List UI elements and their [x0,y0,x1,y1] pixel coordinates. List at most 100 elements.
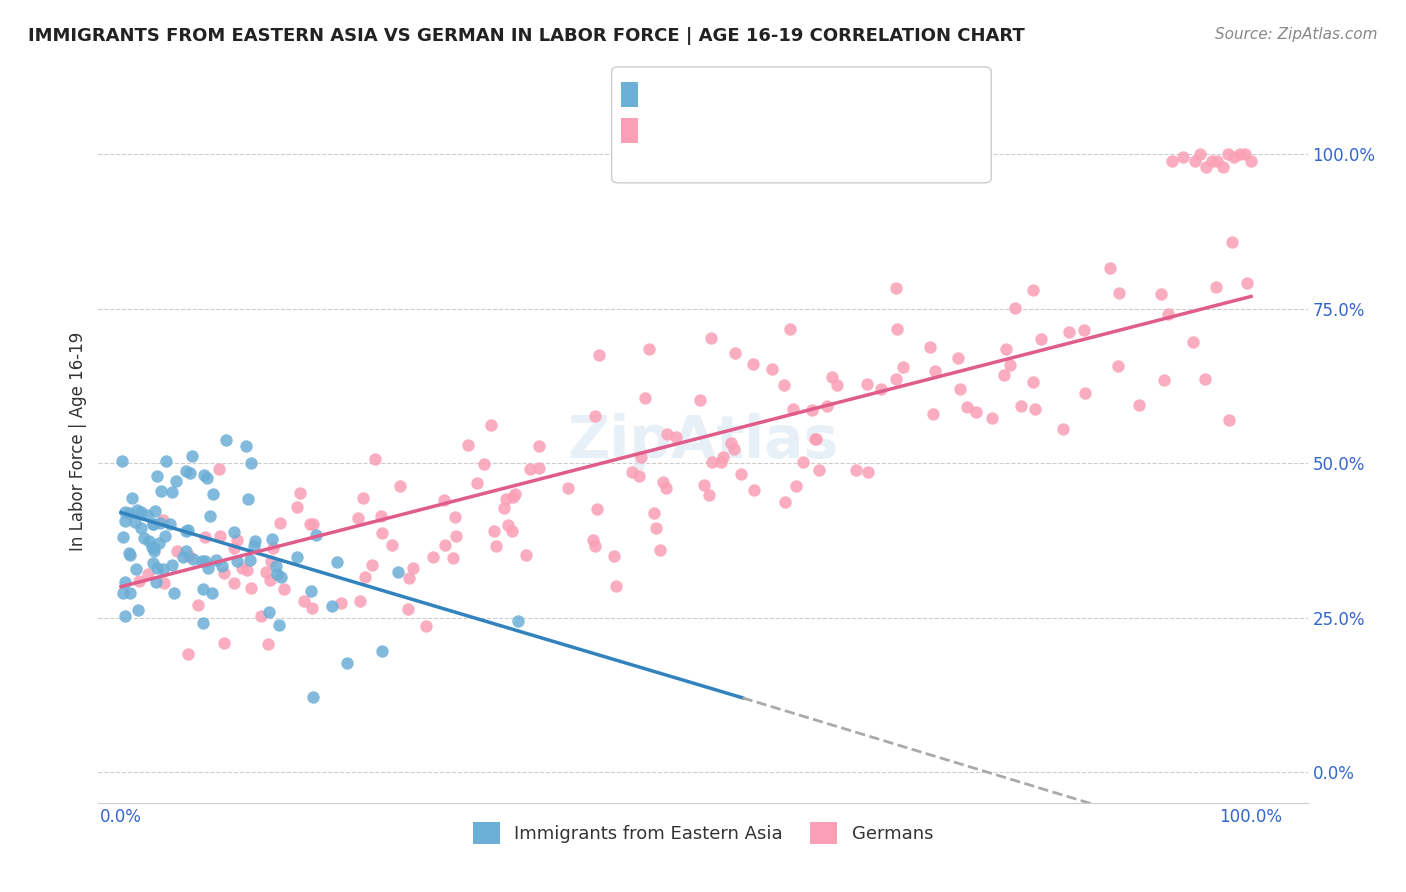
Point [361,558,384,573]
Point [163,586,186,600]
Point [273,582,295,597]
Point [364,451,387,466]
Point [482,524,505,538]
Point [457,438,479,452]
Point [262,532,284,546]
Point [193,582,215,596]
Point [236,491,259,506]
Point [166,544,188,558]
Point [1108,285,1130,300]
Point [302,517,325,532]
Point [922,407,945,421]
Point [172,549,194,564]
Text: IMMIGRANTS FROM EASTERN ASIA VS GERMAN IN LABOR FORCE | AGE 16-19 CORRELATION CH: IMMIGRANTS FROM EASTERN ASIA VS GERMAN I… [28,27,1025,45]
Point [634,392,657,406]
Point [479,417,502,432]
Point [588,348,610,362]
Text: -0.691: -0.691 [696,94,754,112]
Point [869,383,891,397]
Point [924,364,946,378]
Point [1234,147,1257,161]
Point [177,647,200,661]
Point [415,619,437,633]
Point [336,657,359,671]
Point [266,566,288,581]
Point [370,509,392,524]
Point [301,601,323,615]
Point [645,521,668,535]
Point [995,342,1018,356]
Text: 87: 87 [837,94,859,112]
Point [118,586,141,600]
Text: N =: N = [787,129,827,147]
Point [529,461,551,475]
Point [519,462,541,476]
Point [804,432,827,446]
Point [1205,280,1227,294]
Point [145,574,167,589]
Point [582,533,605,548]
Point [782,401,804,416]
Point [127,603,149,617]
Point [505,487,527,501]
Point [648,543,671,558]
Point [179,466,201,480]
Point [347,510,370,524]
Point [804,432,827,446]
Point [121,491,143,505]
Point [128,574,150,588]
Point [1194,371,1216,385]
Point [693,477,716,491]
Point [205,553,228,567]
Point [148,535,170,549]
Point [472,457,495,471]
Point [388,479,411,493]
Point [465,475,488,490]
Point [886,322,908,336]
Point [239,553,262,567]
Point [742,483,765,497]
Point [162,558,184,572]
Point [665,430,688,444]
Point [956,400,979,414]
Point [603,549,626,564]
Point [1128,398,1150,412]
Point [259,574,281,588]
Point [501,524,523,538]
Point [125,562,148,576]
Text: Source: ZipAtlas.com: Source: ZipAtlas.com [1215,27,1378,42]
Point [155,454,177,468]
Point [884,281,907,295]
Point [142,516,165,531]
Point [301,690,323,704]
Point [792,455,814,469]
Point [225,554,247,568]
Point [1240,153,1263,168]
Point [152,512,174,526]
Point [761,362,783,376]
Point [146,469,169,483]
Point [174,543,197,558]
Point [371,644,394,658]
Point [299,516,322,531]
Point [285,550,308,565]
Point [711,450,734,465]
Point [1195,160,1218,174]
Point [949,382,972,396]
Point [1218,413,1240,427]
Point [502,491,524,505]
Point [506,614,529,628]
Point [352,491,374,505]
Point [980,410,1002,425]
Point [143,541,166,555]
Point [245,534,267,549]
Point [180,449,202,463]
Point [398,571,420,585]
Point [174,524,197,538]
Point [1150,287,1173,301]
Point [326,555,349,569]
Point [856,465,879,479]
Point [1153,373,1175,387]
Point [153,529,176,543]
Point [231,561,253,575]
